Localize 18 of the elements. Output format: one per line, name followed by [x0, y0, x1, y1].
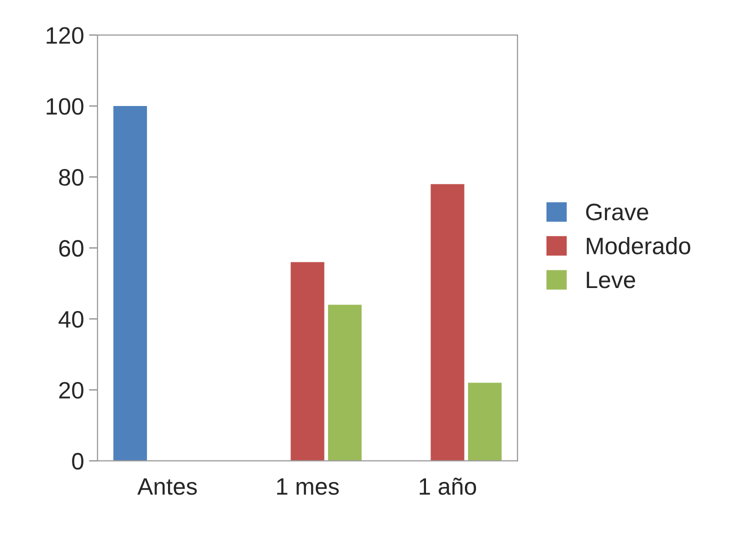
y-tick-label: 80 — [59, 169, 84, 186]
legend-label: Grave — [586, 204, 648, 220]
x-tick-label: 1 año — [420, 478, 476, 495]
y-tick-label: 120 — [46, 27, 84, 44]
y-tick-label: 100 — [46, 98, 84, 115]
bar — [113, 106, 147, 461]
y-tick-label: 20 — [59, 382, 84, 399]
x-tick-label: 1 mes — [277, 478, 339, 495]
y-tick-label: 40 — [58, 310, 84, 328]
legend-label: Leve — [586, 272, 636, 288]
bar — [328, 304, 362, 461]
y-tick-label: 0 — [72, 452, 84, 470]
bar — [290, 262, 324, 461]
legend-label: Moderado — [586, 237, 690, 254]
x-tick-label: Antes — [137, 478, 197, 495]
bar — [430, 184, 464, 461]
bar — [468, 382, 502, 461]
y-tick-label: 60 — [59, 240, 84, 257]
